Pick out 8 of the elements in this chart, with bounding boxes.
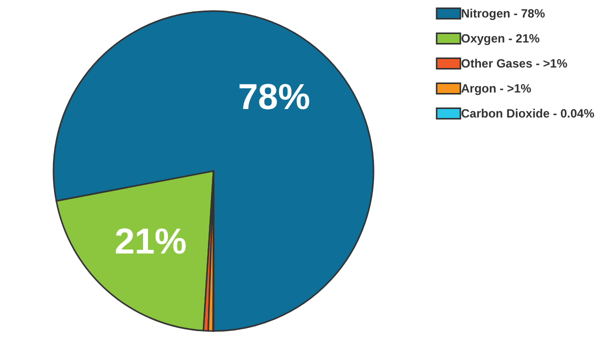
- data-label: 78%: [238, 76, 310, 117]
- legend-label: Nitrogen - 78%: [461, 6, 546, 20]
- data-label: 21%: [114, 220, 187, 262]
- pie-slice: [53, 10, 374, 332]
- legend-label: Argon - >1%: [461, 82, 532, 96]
- legend-label: Other Gases - >1%: [461, 56, 568, 70]
- legend-label: Carbon Dioxide - 0.04%: [461, 106, 595, 120]
- legend-label: Oxygen - 21%: [461, 32, 540, 46]
